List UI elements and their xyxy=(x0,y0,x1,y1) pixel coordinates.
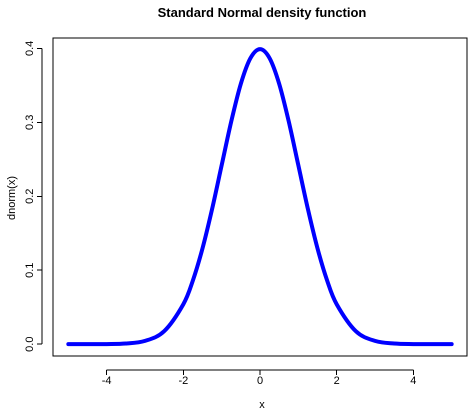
x-tick-label: 0 xyxy=(257,375,263,387)
y-axis-title: dnorm(x) xyxy=(6,176,18,220)
y-tick-label: 0.0 xyxy=(24,337,36,352)
x-axis: -4 -2 0 2 4 xyxy=(102,369,416,387)
y-tick-label: 0.4 xyxy=(24,41,36,56)
x-axis-title: x xyxy=(259,399,265,411)
y-tick-label: 0.3 xyxy=(24,115,36,130)
x-tick-label: -4 xyxy=(102,375,112,387)
series-line xyxy=(66,47,454,347)
x-tick-label: 4 xyxy=(410,375,416,387)
chart-title: Standard Normal density function xyxy=(158,5,367,20)
y-axis: 0.0 0.1 0.2 0.3 0.4 xyxy=(24,41,43,352)
y-tick-label: 0.1 xyxy=(24,263,36,278)
x-tick-label: 2 xyxy=(334,375,340,387)
x-tick-label: -2 xyxy=(178,375,188,387)
y-tick-label: 0.2 xyxy=(24,189,36,204)
plot-frame xyxy=(52,37,468,357)
